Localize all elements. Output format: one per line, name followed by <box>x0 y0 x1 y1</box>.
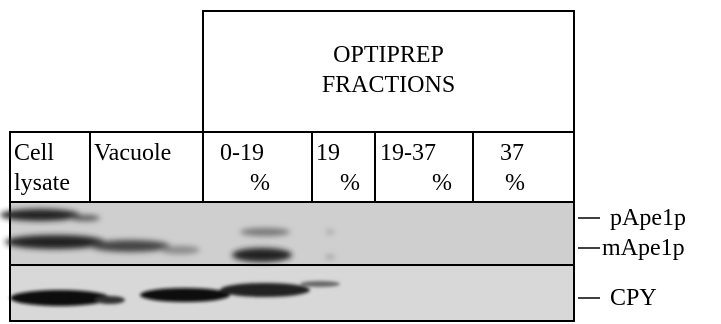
band-label: mApe1p <box>602 233 685 263</box>
column-label: 0-19 <box>220 138 264 168</box>
column-label: % <box>505 168 525 198</box>
figure: OPTIPREP FRACTIONS Cell lysate Vacuole 0… <box>0 0 721 324</box>
band-label: pApe1p <box>610 203 686 233</box>
column-label: % <box>340 168 360 198</box>
column-label: 37 <box>500 138 524 168</box>
column-label: % <box>432 168 452 198</box>
column-label: 19-37 <box>380 138 436 168</box>
band-label: CPY <box>610 283 657 313</box>
column-label: lysate <box>14 168 70 198</box>
header-title: FRACTIONS <box>203 70 574 100</box>
column-label: 19 <box>316 138 340 168</box>
column-label: Vacuole <box>94 138 171 168</box>
column-label: % <box>250 168 270 198</box>
blot-panel <box>10 202 574 265</box>
column-label: Cell <box>14 138 54 168</box>
header-title: OPTIPREP <box>203 40 574 70</box>
